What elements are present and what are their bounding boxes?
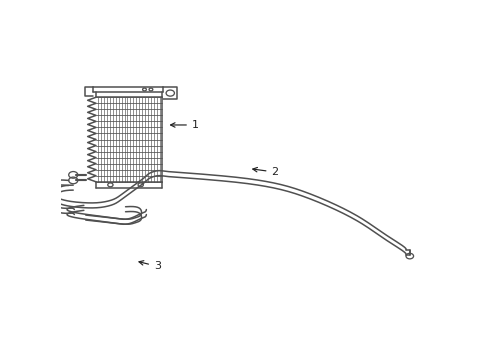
Text: 2: 2	[252, 167, 278, 177]
Text: 3: 3	[139, 261, 161, 271]
Text: 1: 1	[170, 120, 199, 130]
